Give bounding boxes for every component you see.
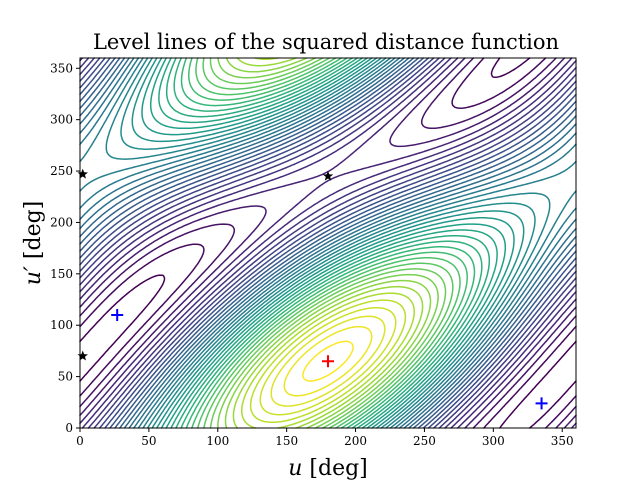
- contour-level: [79, 57, 577, 429]
- contour-level: [79, 57, 577, 429]
- contour-level: [249, 299, 407, 424]
- y-axis-label-unit: [deg]: [21, 201, 46, 266]
- minimum-marker: [322, 355, 334, 368]
- contour-level: [217, 57, 439, 429]
- x-tick-label: 100: [206, 434, 229, 448]
- contour-level: [79, 57, 577, 429]
- y-tick-label: 50: [58, 370, 73, 384]
- x-axis-label-var: u: [288, 456, 302, 480]
- contour-lines: [79, 57, 577, 429]
- x-tick-label: 300: [482, 434, 505, 448]
- y-axis-ticks: 0 50 100 150 200 250 300 350: [50, 61, 80, 435]
- x-axis-ticks: 0 50 100 150 200 250 300 350: [76, 428, 574, 448]
- y-tick-label: 200: [50, 215, 73, 229]
- contour-level: [283, 325, 373, 397]
- contour-level: [120, 57, 536, 429]
- y-tick-label: 250: [50, 164, 73, 178]
- contour-level: [79, 57, 577, 429]
- x-tick-label: 350: [551, 434, 574, 448]
- contour-level: [302, 340, 354, 382]
- contour-level: [195, 57, 461, 429]
- y-tick-label: 350: [50, 61, 73, 75]
- cross-marker: [111, 308, 124, 321]
- contour-level: [270, 315, 386, 407]
- contour-level: [79, 57, 577, 429]
- contour-level: [158, 57, 498, 429]
- contour-level: [259, 306, 397, 416]
- x-tick-label: 250: [413, 434, 436, 448]
- x-tick-label: 50: [141, 434, 156, 448]
- y-axis-label-var: u′: [21, 266, 46, 285]
- contour-level: [173, 57, 483, 429]
- markers: [77, 168, 548, 410]
- contour-level: [79, 57, 577, 429]
- x-tick-label: 200: [344, 434, 367, 448]
- contour-level: [79, 57, 577, 429]
- star-marker: [322, 170, 334, 181]
- y-tick-label: 0: [65, 421, 73, 435]
- contour-level: [209, 57, 447, 429]
- contour-level: [79, 57, 577, 429]
- x-tick-label: 150: [275, 434, 298, 448]
- contour-level: [79, 57, 577, 429]
- contour-level: [79, 57, 577, 429]
- y-tick-label: 100: [50, 318, 73, 332]
- contour-level: [79, 57, 577, 429]
- x-axis-label: u [deg]: [288, 456, 368, 480]
- contour-level: [188, 57, 468, 429]
- contour-level: [180, 57, 476, 429]
- x-axis-label-unit: [deg]: [302, 456, 367, 480]
- contour-level: [224, 57, 432, 429]
- contour-level: [241, 57, 415, 429]
- cross-marker: [535, 397, 548, 410]
- x-tick-label: 0: [76, 434, 84, 448]
- plot-frame: [79, 57, 577, 429]
- y-tick-label: 300: [50, 113, 73, 127]
- contour-level: [141, 57, 515, 429]
- y-tick-label: 150: [50, 267, 73, 281]
- star-marker: [77, 350, 88, 361]
- chart-title: Level lines of the squared distance func…: [93, 30, 559, 54]
- contour-level: [105, 57, 551, 429]
- contour-level: [79, 57, 577, 429]
- y-axis-label: u′ [deg]: [21, 201, 46, 286]
- star-marker: [77, 168, 88, 179]
- contour-level: [149, 57, 507, 429]
- contour-level: [232, 57, 424, 429]
